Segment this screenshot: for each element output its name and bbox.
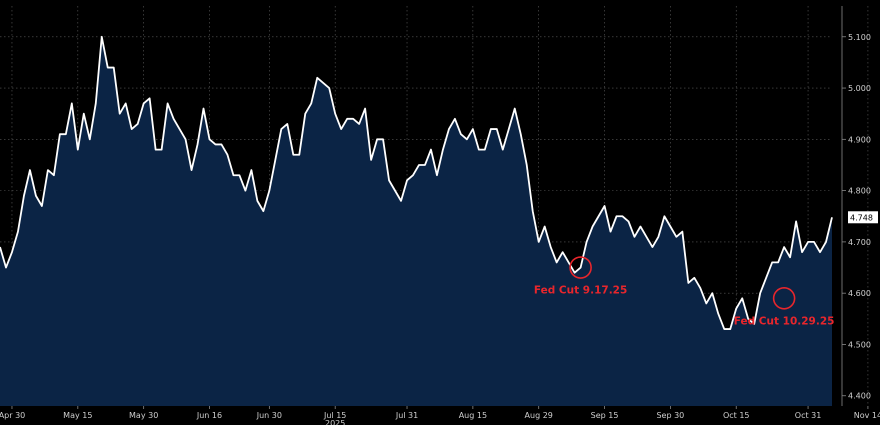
y-axis-ticks: 4.400 4.500 4.600 4.700 4.800 4.900 5.000 5.100 bbox=[842, 33, 871, 401]
annotation-label-0: Fed Cut 9.17.25 bbox=[534, 285, 627, 297]
x-tick-label-3: Jun 16 bbox=[196, 411, 222, 420]
y-tick-label-2: 4.600 bbox=[848, 289, 871, 298]
series-line bbox=[0, 35, 833, 330]
annotations: Fed Cut 9.17.25 Fed Cut 10.29.25 bbox=[534, 256, 835, 327]
x-tick-label-5: Jul 15 bbox=[323, 411, 346, 420]
x-tick-label-4: Jun 30 bbox=[256, 411, 282, 420]
x-tick-label-11: Oct 15 bbox=[723, 411, 750, 420]
y-tick-label-6: 5.000 bbox=[848, 84, 871, 93]
x-tick-label-9: Sep 15 bbox=[591, 411, 619, 420]
y-tick-label-0: 4.400 bbox=[848, 392, 871, 401]
x-tick-label-7: Aug 15 bbox=[459, 411, 487, 420]
last-value-label: 4.748 bbox=[848, 211, 878, 224]
last-value-label-text: 4.748 bbox=[850, 213, 873, 222]
annotation-label-1: Fed Cut 10.29.25 bbox=[734, 315, 835, 327]
y-tick-label-5: 4.900 bbox=[848, 135, 871, 144]
x-axis-ticks: Apr 30 May 15 May 30 Jun 16 Jun 30 Jul 15 Jul … bbox=[0, 406, 880, 420]
x-axis-title: 2025 bbox=[325, 419, 345, 425]
x-tick-label-10: Sep 30 bbox=[656, 411, 684, 420]
x-tick-label-0: Apr 30 bbox=[0, 411, 25, 420]
y-tick-label-3: 4.700 bbox=[848, 238, 871, 247]
annotation-circle-1 bbox=[772, 287, 796, 310]
series-area-fill bbox=[0, 36, 832, 407]
last-value-label-bg bbox=[848, 211, 878, 224]
annotation-circle-0 bbox=[569, 256, 592, 279]
x-tick-label-1: May 15 bbox=[63, 411, 92, 420]
y-tick-label-4: 4.800 bbox=[848, 187, 871, 196]
x-tick-label-6: Jul 31 bbox=[395, 411, 418, 420]
x-tick-label-13: Nov 14 bbox=[854, 411, 880, 420]
x-tick-label-8: Aug 29 bbox=[525, 411, 553, 420]
x-tick-label-12: Oct 31 bbox=[795, 411, 822, 420]
x-tick-label-2: May 30 bbox=[129, 411, 158, 420]
y-tick-label-7: 5.100 bbox=[848, 33, 871, 42]
y-tick-label-1: 4.500 bbox=[848, 340, 871, 349]
